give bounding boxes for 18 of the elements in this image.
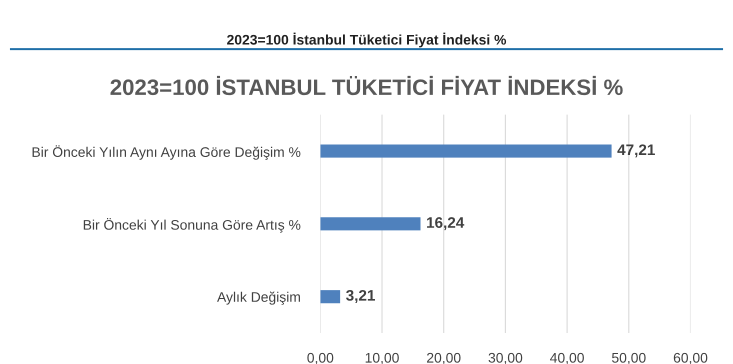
x-tick-label: 50,00 bbox=[612, 352, 646, 364]
bar bbox=[320, 290, 340, 304]
y-tick-label: Bir Önceki Yılın Aynı Ayına Göre Değişim % bbox=[32, 145, 300, 160]
bar bbox=[320, 144, 612, 158]
x-tick-label: 20,00 bbox=[427, 352, 461, 364]
y-tick-label: Aylık Değişim bbox=[217, 292, 300, 305]
x-tick-label: 30,00 bbox=[488, 352, 522, 364]
text: 2023=100 İstanbul Tüketici Fiyat İndeksi % bbox=[227, 32, 506, 48]
x-tick-label: 10,00 bbox=[366, 352, 399, 364]
x-tick-label: 60,00 bbox=[674, 352, 708, 364]
x-tick-label: 40,00 bbox=[550, 352, 584, 364]
data-label: 3,21 bbox=[346, 290, 375, 303]
data-label: 16,24 bbox=[427, 217, 464, 230]
x-tick-label: 0,00 bbox=[307, 352, 334, 364]
data-label: 47,21 bbox=[617, 144, 655, 158]
y-tick-label: Bir Önceki Yıl Sonuna Göre Artış % bbox=[84, 218, 300, 233]
bar bbox=[320, 217, 421, 230]
chart-title: 2023=100 İSTANBUL TÜKETİCİ FİYAT İNDEKSİ % bbox=[110, 76, 623, 96]
